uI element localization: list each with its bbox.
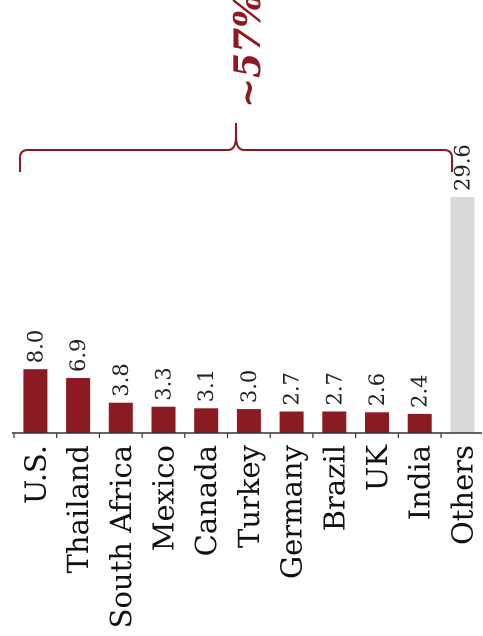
category-label-uk: UK (360, 444, 394, 491)
bar-uk (365, 412, 389, 433)
bars-layer (23, 197, 475, 433)
value-label-brazil: 2.7 (322, 372, 346, 405)
category-label-canada: Canada (189, 445, 223, 556)
value-label-turkey: 3.0 (237, 370, 261, 403)
value-label-others: 29.6 (450, 144, 474, 191)
value-label-mexico: 3.3 (152, 367, 176, 400)
value-label-canada: 3.1 (194, 369, 218, 402)
category-labels: U.S. Thailand South Africa Mexico Canada Turk… (18, 444, 479, 629)
category-label-south-africa: South Africa (104, 445, 138, 628)
bar-others (450, 197, 475, 433)
category-label-u-s: U.S. (18, 445, 52, 504)
bar-germany (279, 411, 304, 433)
bar-thailand (66, 378, 91, 433)
category-label-others: Others (445, 445, 479, 545)
category-label-thailand: Thailand (61, 445, 95, 573)
value-labels: 8.0 6.9 3.8 3.3 3.1 3.0 2.7 2.7 2.6 2.4 29.6 (23, 144, 474, 408)
bar-turkey (236, 409, 261, 433)
value-label-germany: 2.7 (280, 372, 304, 405)
value-label-uk: 2.6 (365, 373, 389, 406)
bar-india (407, 413, 432, 433)
value-label-u-s: 8.0 (23, 330, 47, 363)
axis-ticks (13, 433, 442, 438)
category-label-turkey: Turkey (232, 444, 266, 548)
bar-u-s (23, 369, 48, 433)
bar-south-africa (108, 402, 133, 433)
category-label-india: India (403, 445, 437, 520)
bar-mexico (151, 406, 176, 433)
category-label-brazil: Brazil (317, 445, 351, 531)
bar-canada (194, 408, 219, 433)
share-bracket (19, 123, 453, 172)
value-label-thailand: 6.9 (66, 339, 90, 372)
bar-brazil (322, 411, 347, 433)
category-label-mexico: Mexico (147, 445, 181, 551)
share-annotation: ~57% (227, 0, 269, 108)
value-label-india: 2.4 (408, 374, 432, 407)
category-label-germany: Germany (275, 444, 309, 579)
value-label-south-africa: 3.8 (109, 363, 133, 396)
